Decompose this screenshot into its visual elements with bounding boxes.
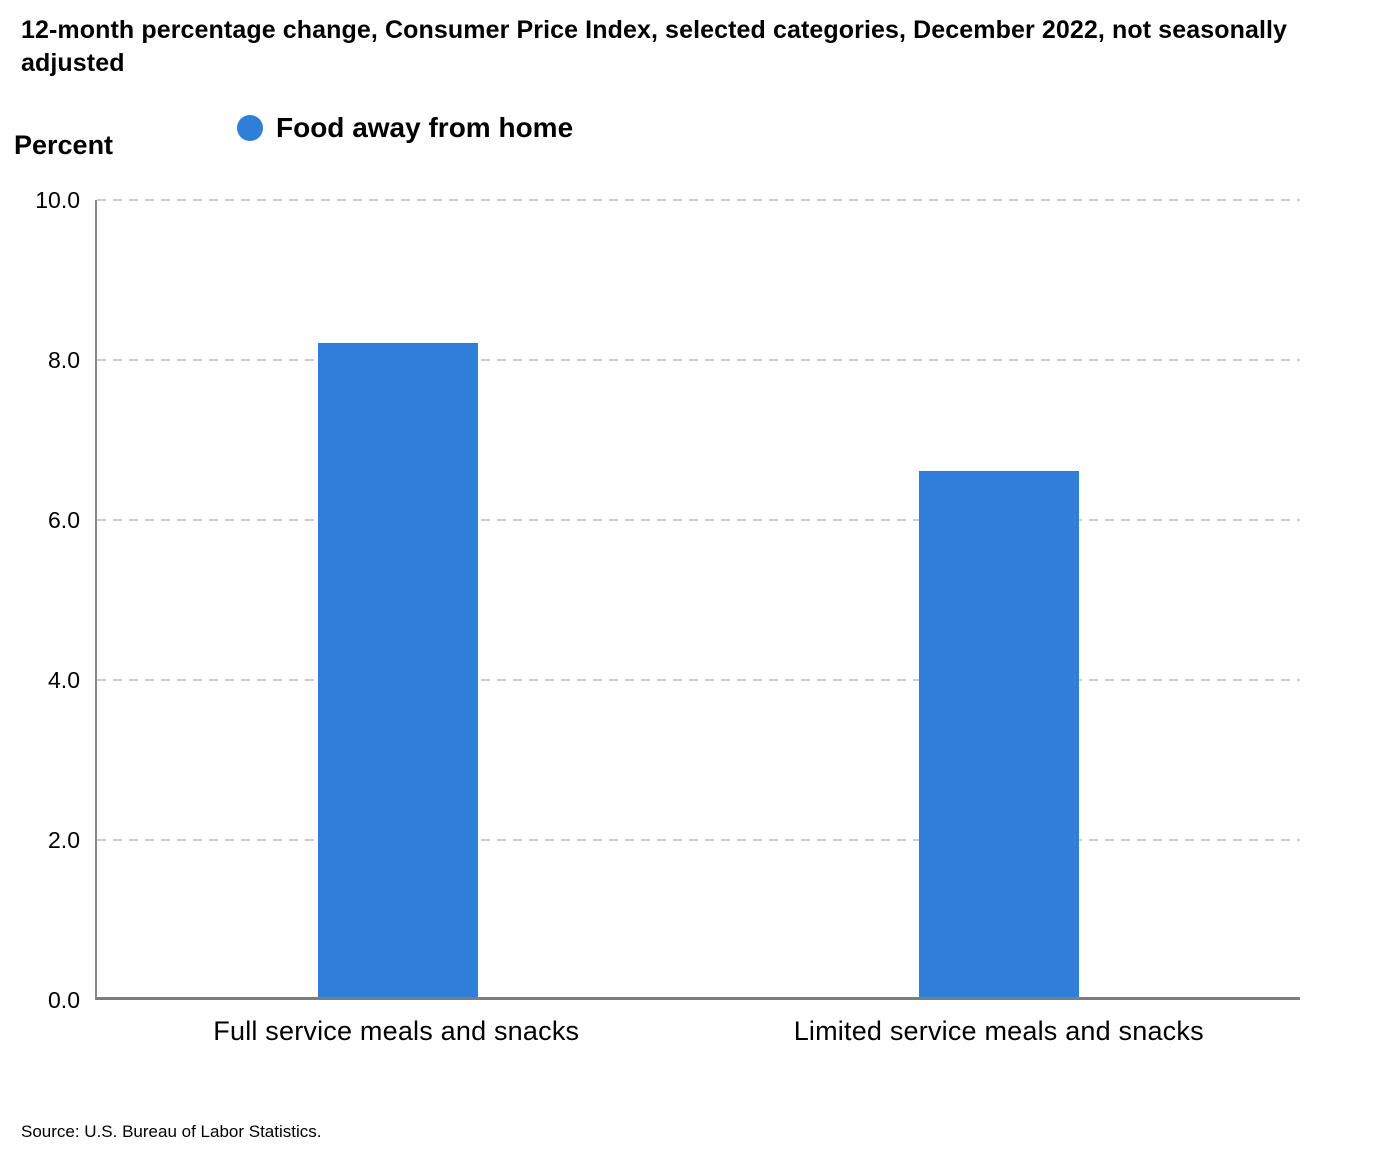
y-tick-label: 0.0 (48, 987, 80, 1013)
y-tick-label: 6.0 (48, 507, 80, 533)
x-axis-label-limited-service: Limited service meals and snacks (793, 1016, 1204, 1046)
gridline (97, 359, 1300, 361)
legend: Food away from home (237, 112, 573, 144)
legend-label: Food away from home (276, 112, 574, 143)
legend-marker-icon (237, 115, 263, 141)
gridline (97, 839, 1300, 841)
bar-cell-full-service (97, 200, 699, 997)
gridline (97, 679, 1300, 681)
x-axis-labels: Full service meals and snacks Limited se… (95, 1016, 1300, 1047)
bars (97, 200, 1300, 997)
x-axis-label-full-service: Full service meals and snacks (213, 1016, 580, 1046)
y-tick-label: 10.0 (35, 187, 80, 213)
gridline (97, 519, 1300, 521)
plot-area (95, 199, 1300, 1000)
bar-full-service-meals-and-snacks (317, 343, 478, 997)
source-note: Source: U.S. Bureau of Labor Statistics. (21, 1122, 322, 1141)
bar-limited-service-meals-and-snacks (919, 470, 1080, 997)
y-tick-label: 8.0 (48, 347, 80, 373)
chart-title: 12-month percentage change, Consumer Pri… (21, 16, 1288, 77)
y-tick-label: 2.0 (48, 827, 80, 853)
bar-cell-limited-service (699, 200, 1301, 997)
y-axis-title: Percent (14, 130, 114, 160)
gridline (97, 199, 1300, 201)
y-tick-label: 4.0 (48, 667, 80, 693)
